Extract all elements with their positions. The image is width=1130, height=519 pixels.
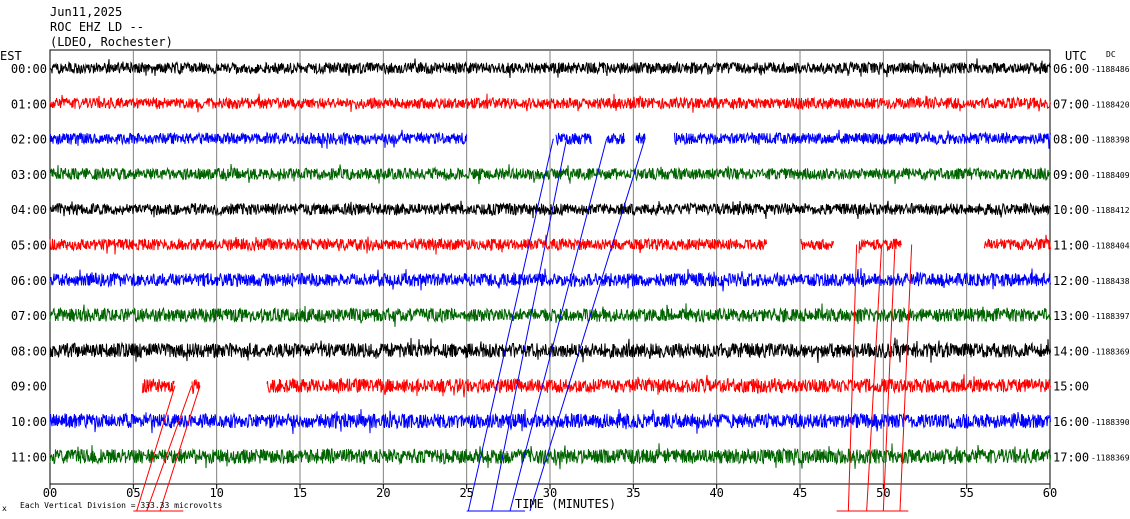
right-axis-label: UTC	[1065, 49, 1087, 63]
est-label: 02:00	[11, 133, 47, 147]
trace-row-0300	[49, 163, 1051, 185]
header-date: Jun11,2025	[50, 5, 122, 19]
utc-label: 10:00	[1053, 203, 1089, 217]
utc-label: 09:00	[1053, 168, 1089, 182]
x-tick-label: 10	[209, 486, 223, 500]
dc-value: -1188369	[1091, 347, 1130, 356]
est-label: 03:00	[11, 168, 47, 182]
dc-value: -1188397	[1091, 312, 1130, 321]
utc-label: 17:00	[1053, 450, 1089, 464]
offscale-slant	[159, 385, 201, 512]
x-tick-label: 05	[126, 486, 140, 500]
x-tick-label: 20	[376, 486, 390, 500]
offscale-slants	[133, 138, 913, 512]
trace-row-0600	[49, 268, 1051, 292]
est-label: 06:00	[11, 274, 47, 288]
trace-row-0400	[49, 200, 1051, 219]
trace-row-0500	[49, 234, 1051, 255]
utc-label: 11:00	[1053, 239, 1089, 253]
x-tick-label: 55	[959, 486, 973, 500]
est-label: 11:00	[11, 450, 47, 464]
utc-label: 08:00	[1053, 133, 1089, 147]
dc-value: -1188438	[1091, 277, 1130, 286]
dc-value: -1188398	[1091, 136, 1130, 145]
x-tick-label: 25	[459, 486, 473, 500]
est-label: 10:00	[11, 415, 47, 429]
x-tick-label: 00	[43, 486, 57, 500]
trace-row-0000	[49, 58, 1051, 78]
trace-row-0100	[49, 93, 1051, 113]
dc-label: DC	[1106, 50, 1116, 59]
offscale-slant	[882, 244, 896, 512]
offscale-slant	[146, 385, 193, 512]
utc-label: 13:00	[1053, 309, 1089, 323]
est-label: 00:00	[11, 62, 47, 76]
trace-row-0800	[49, 337, 1051, 363]
x-tick-label: 15	[293, 486, 307, 500]
x-tick-label: 45	[793, 486, 807, 500]
offscale-slant	[509, 138, 608, 512]
offscale-slant	[467, 138, 554, 512]
header-network: (LDEO, Rochester)	[50, 35, 173, 49]
x-tick-label: 60	[1043, 486, 1057, 500]
dc-value: -1188404	[1091, 242, 1130, 251]
est-label: 04:00	[11, 203, 47, 217]
dc-value: -1188409	[1091, 171, 1130, 180]
offscale-slant	[847, 244, 858, 512]
offscale-slant	[491, 138, 568, 512]
offscale-slant	[899, 244, 913, 512]
dc-value: -1188390	[1091, 418, 1130, 427]
x-tick-label: 30	[543, 486, 557, 500]
utc-label: 07:00	[1053, 97, 1089, 111]
trace-row-1100	[49, 443, 1051, 470]
trace-row-0900	[141, 374, 1051, 398]
utc-label: 16:00	[1053, 415, 1089, 429]
est-label: 07:00	[11, 309, 47, 323]
left-axis-label: EST	[0, 49, 22, 63]
utc-label: 06:00	[1053, 62, 1089, 76]
trace-row-0700	[49, 303, 1051, 327]
x-axis-title: TIME (MINUTES)	[515, 497, 616, 511]
offscale-slant	[529, 138, 646, 512]
traces	[49, 58, 1051, 470]
header-station: ROC EHZ LD --	[50, 20, 144, 34]
utc-label: 15:00	[1053, 380, 1089, 394]
footer-mark: x	[2, 504, 7, 513]
footer-scale-note: Each Vertical Division = 333.33 microvol…	[20, 501, 222, 510]
trace-row-1000	[49, 409, 1051, 434]
est-label: 01:00	[11, 97, 47, 111]
x-tick-label: 35	[626, 486, 640, 500]
utc-label: 14:00	[1053, 344, 1089, 358]
dc-value: -1188369	[1091, 453, 1130, 462]
x-axis-ticks: 00 05 10 15 20 25 30 35 40 45 50 55 60	[43, 484, 1057, 500]
x-tick-label: 40	[709, 486, 723, 500]
est-label: 05:00	[11, 239, 47, 253]
offscale-slant	[136, 385, 176, 512]
trace-row-0200	[49, 129, 1051, 149]
dc-value: -1188486	[1091, 65, 1130, 74]
utc-label: 12:00	[1053, 274, 1089, 288]
est-label: 09:00	[11, 380, 47, 394]
x-tick-label: 50	[876, 486, 890, 500]
dc-value: -1188412	[1091, 206, 1130, 215]
est-label: 08:00	[11, 344, 47, 358]
dc-value: -1188420	[1091, 100, 1130, 109]
offscale-slant	[866, 244, 883, 512]
